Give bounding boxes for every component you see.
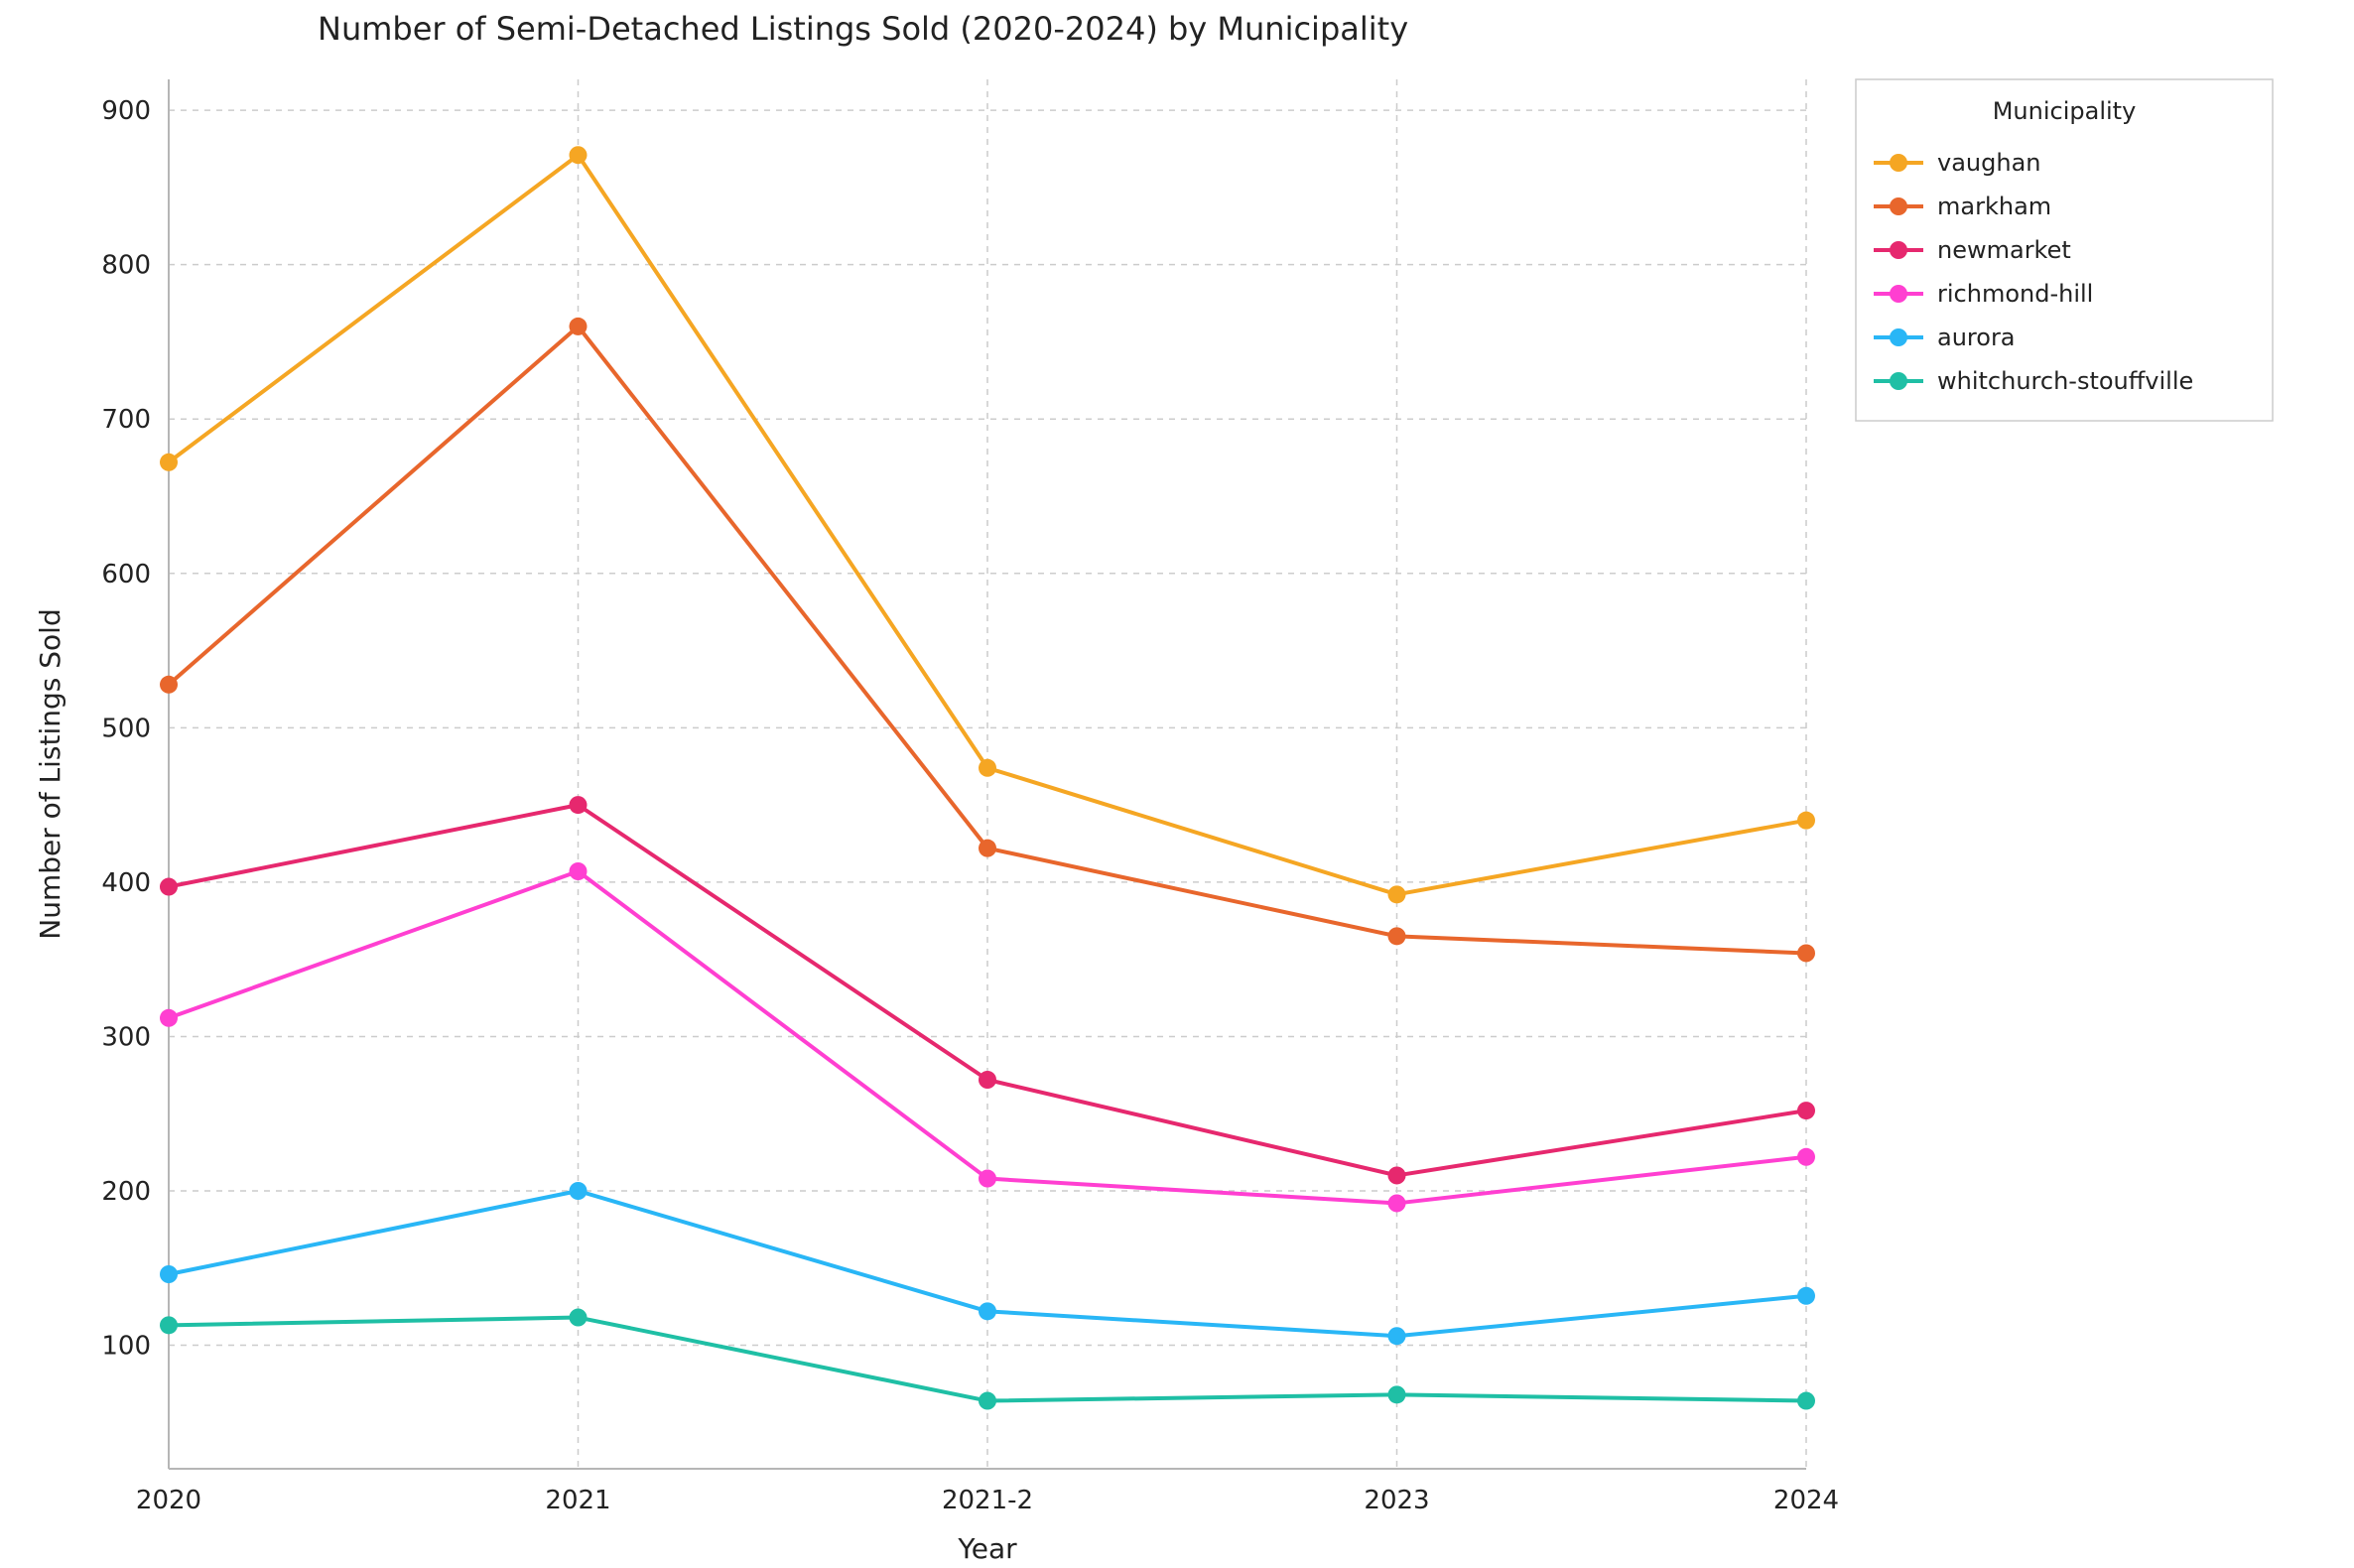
series-marker-markham: [979, 840, 996, 857]
legend-swatch-marker-aurora: [1890, 328, 1907, 346]
series-marker-markham: [160, 676, 178, 694]
series-marker-vaughan: [1388, 885, 1406, 903]
series-marker-aurora: [1388, 1327, 1406, 1345]
y-tick-label: 900: [101, 96, 151, 126]
legend-swatch-marker-whitchurch-stouffville: [1890, 372, 1907, 390]
legend-title: Municipality: [1993, 97, 2137, 125]
legend-label-aurora: aurora: [1937, 324, 2016, 351]
series-marker-vaughan: [979, 759, 996, 777]
legend-label-vaughan: vaughan: [1937, 149, 2040, 177]
legend-label-markham: markham: [1937, 193, 2051, 220]
series-marker-richmond-hill: [570, 862, 588, 880]
legend-label-whitchurch-stouffville: whitchurch-stouffville: [1937, 367, 2193, 395]
y-tick-label: 300: [101, 1022, 151, 1052]
x-tick-label: 2020: [136, 1486, 201, 1515]
series-marker-whitchurch-stouffville: [979, 1392, 996, 1410]
series-marker-markham: [1797, 944, 1815, 962]
legend-swatch-marker-richmond-hill: [1890, 285, 1907, 303]
series-marker-newmarket: [160, 878, 178, 896]
x-tick-label: 2024: [1773, 1486, 1839, 1515]
x-axis-label: Year: [957, 1532, 1017, 1565]
series-marker-vaughan: [1797, 812, 1815, 830]
series-marker-newmarket: [1797, 1102, 1815, 1119]
series-marker-vaughan: [160, 454, 178, 471]
chart-title: Number of Semi-Detached Listings Sold (2…: [318, 10, 1408, 48]
y-axis-label: Number of Listings Sold: [34, 608, 66, 939]
y-tick-label: 700: [101, 405, 151, 435]
chart-container: Number of Semi-Detached Listings Sold (2…: [0, 0, 2354, 1568]
series-marker-newmarket: [979, 1071, 996, 1089]
legend-swatch-marker-vaughan: [1890, 154, 1907, 172]
series-marker-richmond-hill: [160, 1009, 178, 1027]
y-tick-label: 400: [101, 868, 151, 898]
legend-swatch-marker-markham: [1890, 197, 1907, 215]
series-marker-aurora: [160, 1265, 178, 1283]
x-tick-label: 2021: [545, 1486, 610, 1515]
series-marker-richmond-hill: [1388, 1194, 1406, 1212]
series-marker-whitchurch-stouffville: [1388, 1385, 1406, 1403]
y-tick-label: 200: [101, 1177, 151, 1207]
x-tick-label: 2023: [1364, 1486, 1429, 1515]
series-marker-richmond-hill: [1797, 1148, 1815, 1166]
series-marker-whitchurch-stouffville: [1797, 1392, 1815, 1410]
series-marker-newmarket: [570, 796, 588, 814]
series-marker-aurora: [570, 1182, 588, 1200]
legend-label-newmarket: newmarket: [1937, 236, 2071, 264]
series-marker-whitchurch-stouffville: [570, 1309, 588, 1327]
series-marker-markham: [570, 318, 588, 335]
series-marker-richmond-hill: [979, 1170, 996, 1188]
y-tick-label: 600: [101, 560, 151, 589]
series-marker-markham: [1388, 927, 1406, 945]
y-tick-label: 800: [101, 251, 151, 281]
series-marker-newmarket: [1388, 1166, 1406, 1184]
legend-label-richmond-hill: richmond-hill: [1937, 280, 2093, 308]
series-marker-aurora: [979, 1302, 996, 1320]
y-tick-label: 500: [101, 714, 151, 743]
y-tick-label: 100: [101, 1332, 151, 1362]
series-marker-whitchurch-stouffville: [160, 1316, 178, 1334]
legend-swatch-marker-newmarket: [1890, 241, 1907, 259]
line-chart-svg: Number of Semi-Detached Listings Sold (2…: [0, 0, 2354, 1568]
x-tick-label: 2021-2: [942, 1486, 1033, 1515]
series-marker-aurora: [1797, 1287, 1815, 1305]
series-marker-vaughan: [570, 146, 588, 164]
